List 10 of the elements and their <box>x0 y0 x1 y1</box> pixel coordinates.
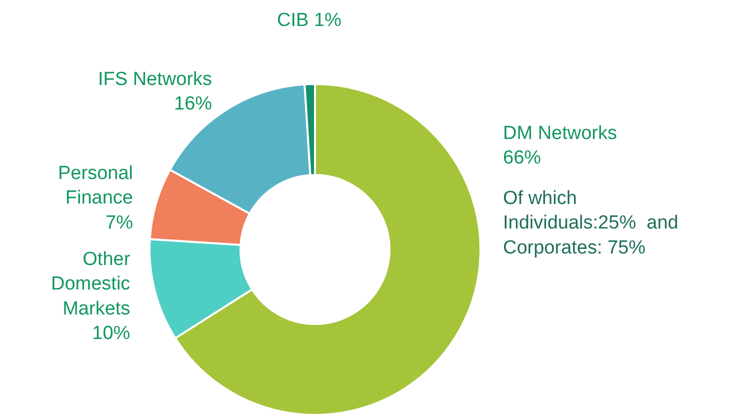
data-label: 66% <box>503 148 542 169</box>
data-label: 10% <box>92 323 130 344</box>
text: Of which Individuals:25% and Corporates: 75% <box>503 188 678 258</box>
slice-label: CIB 1% <box>277 10 342 31</box>
slice-label: Personal Finance <box>58 163 133 209</box>
slice-label: Other Domestic Markets <box>51 249 131 320</box>
data-label: 16% <box>174 94 212 115</box>
data-label: 7% <box>106 212 134 234</box>
slice-label: IFS Networks <box>98 69 212 90</box>
slice-label: DM Networks <box>503 123 618 144</box>
